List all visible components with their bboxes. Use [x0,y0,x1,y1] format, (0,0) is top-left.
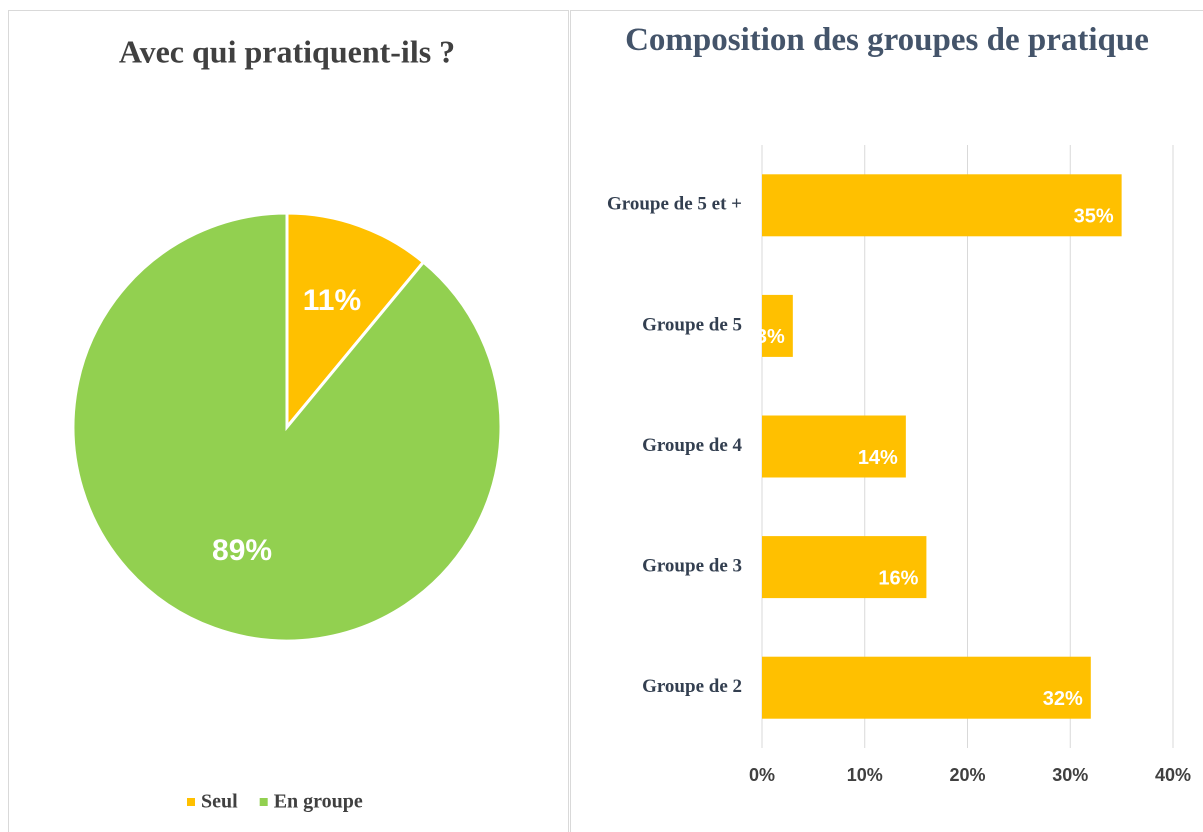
data-label: 16% [878,567,918,589]
legend-swatch [259,798,268,806]
chart-title: Avec qui pratiquent-ils ? [119,33,455,69]
chart-title: Composition des groupes de pratique [625,22,1149,58]
pie-slice [285,211,426,432]
x-tick-label: 10% [847,765,883,785]
y-tick-label: Groupe de 5 [642,314,742,335]
y-tick-label: Groupe de 2 [642,676,742,697]
y-tick-label: Groupe de 5 et + [607,194,742,215]
panel [570,10,1203,832]
legend-swatch [187,798,195,806]
legend-label: Seul [201,791,238,813]
data-label: 32% [1043,688,1083,710]
x-tick-label: 30% [1052,765,1088,785]
bar [762,415,906,478]
bar [762,656,1091,719]
x-tick-label: 0% [749,765,775,785]
legend-label: En groupe [274,791,363,813]
data-label: 14% [858,447,898,469]
x-tick-label: 40% [1155,765,1191,785]
data-label: 11% [303,284,361,317]
data-label: 35% [1074,206,1114,228]
pie-slice [71,211,503,643]
bar [762,294,793,357]
bar [762,536,927,599]
y-tick-label: Groupe de 4 [642,435,742,456]
y-tick-label: Groupe de 3 [642,555,742,576]
data-label: 3% [756,326,785,348]
data-label: 89% [212,534,272,567]
bar [762,174,1122,237]
panel [8,10,569,832]
x-tick-label: 20% [949,765,985,785]
